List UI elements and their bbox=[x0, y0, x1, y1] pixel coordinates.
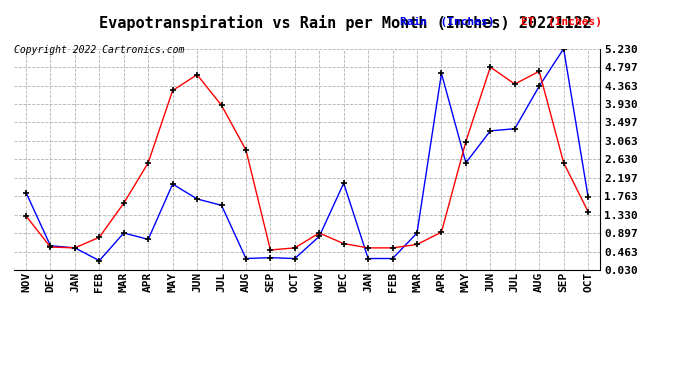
Text: Rain  (Inches): Rain (Inches) bbox=[400, 17, 495, 27]
Text: Evapotranspiration vs Rain per Month (Inches) 20221122: Evapotranspiration vs Rain per Month (In… bbox=[99, 15, 591, 31]
Text: ET  (Inches): ET (Inches) bbox=[521, 17, 602, 27]
Text: Copyright 2022 Cartronics.com: Copyright 2022 Cartronics.com bbox=[14, 45, 184, 55]
